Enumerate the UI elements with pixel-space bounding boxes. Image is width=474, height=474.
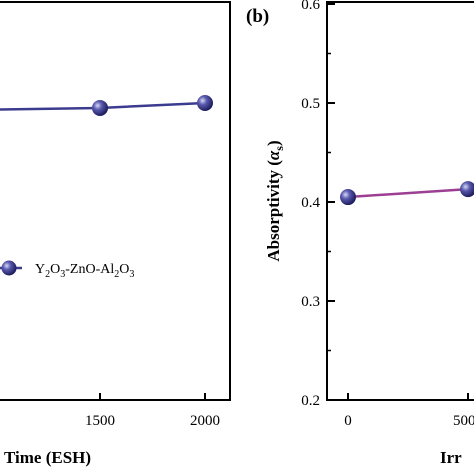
panel-b-x-ticks: 0 5000: [344, 393, 474, 429]
panel-b-y-tick-label-0.3: 0.3: [301, 294, 320, 310]
panel-a-x-tick-label-1500: 1500: [85, 413, 115, 429]
legend-marker: [1, 260, 17, 276]
panel-b-series: [340, 181, 474, 206]
panel-b-x-tick-label-0: 0: [344, 413, 352, 429]
panel-a-series: [0, 95, 213, 116]
panel-b-y-tick-label-0.2: 0.2: [301, 393, 320, 409]
panel-a-legend: Y2O3-ZnO-Al2O3: [0, 260, 134, 280]
panel-b-x-axis-title: Irr: [440, 448, 462, 467]
legend-entry-y2o3-zno-al2o3: Y2O3-ZnO-Al2O3: [35, 262, 134, 280]
panel-b-y-tick-label-0.6: 0.6: [301, 0, 320, 13]
panel-b-label: (b): [246, 6, 269, 27]
panel-b-y-tick-label-0.4: 0.4: [301, 195, 320, 211]
panel-a-frame: [0, 1, 231, 401]
panel-a-point-1500: [92, 99, 108, 116]
panel-b-y-ticks: 0.2 0.3 0.4 0.5 0.6: [301, 0, 335, 409]
panel-b-series-line: [347, 187, 469, 199]
panel-a: 015002000 Y2O3-ZnO-Al2O3 Time (ESH): [0, 1, 231, 467]
panel-b-x-tick-label-5000: 5000: [453, 413, 474, 429]
panel-a-x-tick-label-2000: 2000: [190, 413, 220, 429]
panel-a-x-ticks: 015002000: [85, 393, 220, 429]
panel-b-y-axis-title: Absorptivity (αs): [264, 140, 286, 261]
panel-b-point-5000: [460, 181, 474, 198]
panel-a-point-2000: [197, 95, 213, 111]
panel-b: (b) 0.2 0.3 0.4 0.5 0.6 0 5000 Absorptivity (…: [246, 0, 474, 467]
panel-b-y-tick-label-0.5: 0.5: [301, 96, 320, 112]
panel-b-point-0: [340, 189, 356, 206]
panel-a-x-axis-title: Time (ESH): [4, 448, 91, 467]
panel-b-frame: [326, 1, 474, 401]
